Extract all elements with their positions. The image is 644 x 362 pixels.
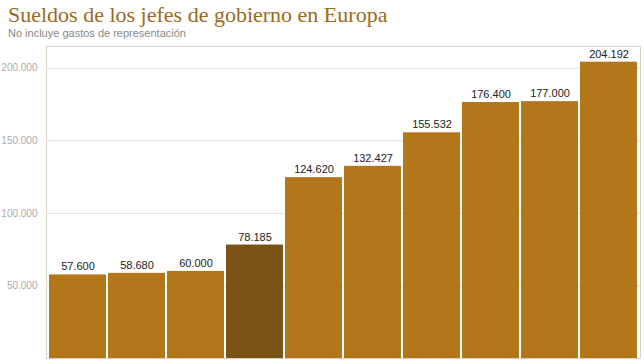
svg-text:204.192: 204.192 bbox=[589, 48, 629, 60]
svg-text:60.000: 60.000 bbox=[179, 257, 213, 269]
svg-text:58.680: 58.680 bbox=[120, 259, 154, 271]
html-text:No incluye gastos de represent: No incluye gastos de representación bbox=[8, 27, 186, 39]
svg-text:124.620: 124.620 bbox=[294, 163, 334, 175]
svg-text:57.600: 57.600 bbox=[61, 260, 95, 272]
svg-text:200.000: 200.000 bbox=[1, 62, 38, 73]
svg-text:78.185: 78.185 bbox=[238, 231, 272, 243]
svg-text:50.000: 50.000 bbox=[7, 280, 38, 291]
svg-text:150.000: 150.000 bbox=[1, 135, 38, 146]
svg-text:155.532: 155.532 bbox=[412, 118, 452, 130]
html-text:Sueldos de los jefes de gobier: Sueldos de los jefes de gobierno en Euro… bbox=[8, 2, 388, 27]
svg-text:177.000: 177.000 bbox=[530, 87, 570, 99]
svg-text:100.000: 100.000 bbox=[1, 208, 38, 219]
svg-text:176.400: 176.400 bbox=[471, 88, 511, 100]
svg-text:132.427: 132.427 bbox=[353, 152, 393, 164]
